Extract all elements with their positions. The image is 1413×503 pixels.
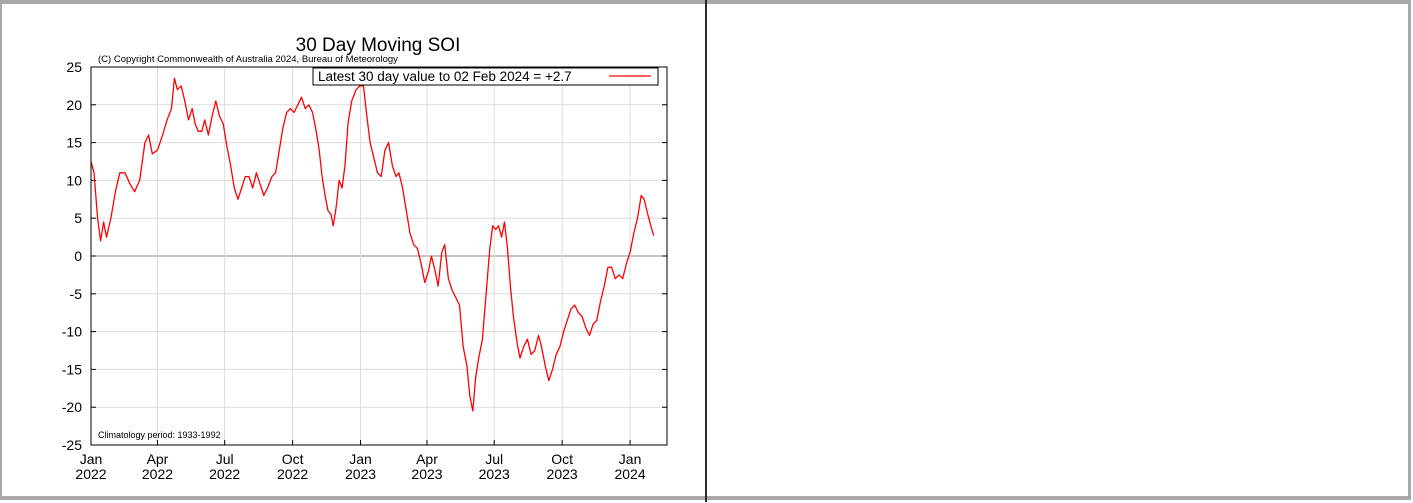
y-tick-label: -25 (62, 437, 82, 453)
x-tick-label-year: 2023 (411, 466, 442, 482)
x-tick-label-year: 2022 (142, 466, 173, 482)
y-tick-label: 20 (66, 97, 82, 113)
chart-copyright: (C) Copyright Commonwealth of Australia … (98, 54, 398, 65)
y-tick-label: 25 (66, 59, 82, 75)
soi-line-chart: 30 Day Moving SOI (C) Copyright Commonwe… (62, 35, 668, 482)
x-tick-label-month: Jan (349, 451, 372, 467)
x-tick-label-year: 2022 (75, 466, 106, 482)
x-tick-label-month: Jul (485, 451, 503, 467)
soi-series-line (90, 77, 655, 412)
x-tick-label-year: 2024 (614, 466, 645, 482)
x-tick-label-year: 2023 (345, 466, 376, 482)
y-tick-label: -10 (62, 324, 82, 340)
y-tick-label: 0 (74, 248, 82, 264)
legend-label: Latest 30 day value to 02 Feb 2024 = +2.… (318, 69, 572, 84)
y-tick-label: 5 (74, 210, 82, 226)
plot-border (90, 66, 668, 446)
x-tick-label-year: 2022 (209, 466, 240, 482)
plot-area: 2520151050-5-10-15-20-25Jan2022Apr2022Ju… (62, 59, 668, 482)
cell-divider (705, 0, 707, 502)
chart-cell: 30 Day Moving SOI (C) Copyright Commonwe… (2, 4, 705, 498)
empty-right-cell (707, 4, 1408, 498)
x-tick-label-year: 2023 (479, 466, 510, 482)
x-tick-label-month: Jan (619, 451, 642, 467)
x-tick-label-month: Apr (416, 451, 438, 467)
chart-title: 30 Day Moving SOI (296, 35, 461, 56)
y-tick-label: 15 (66, 135, 82, 151)
legend: Latest 30 day value to 02 Feb 2024 = +2.… (312, 67, 659, 86)
x-tick-label-month: Jan (80, 451, 103, 467)
y-tick-label: -5 (70, 286, 83, 302)
x-tick-label-month: Oct (282, 451, 304, 467)
x-tick-label-year: 2022 (277, 466, 308, 482)
y-tick-label: -15 (62, 361, 82, 377)
x-tick-label-month: Jul (216, 451, 234, 467)
climatology-note: Climatology period: 1933-1992 (98, 430, 221, 440)
x-tick-label-month: Apr (147, 451, 169, 467)
x-tick-label-month: Oct (551, 451, 573, 467)
x-tick-label-year: 2023 (547, 466, 578, 482)
y-tick-label: -20 (62, 399, 82, 415)
legend-box (312, 67, 659, 86)
y-tick-label: 10 (66, 172, 82, 188)
